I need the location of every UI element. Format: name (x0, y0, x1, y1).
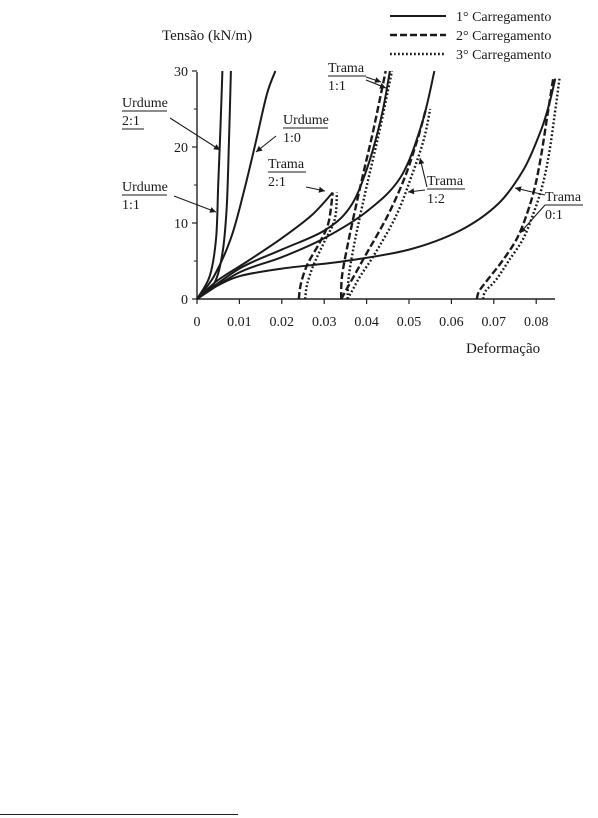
annotation-ratio: 2:1 (122, 114, 140, 129)
series-line-trama-1-2-loading-1 (196, 70, 436, 300)
arrowhead (418, 158, 425, 165)
chart-axes (196, 72, 555, 300)
x-tick-label: 0.01 (227, 315, 252, 330)
annotation-trama-1-1: Trama 1:1 (328, 61, 387, 94)
annotation-label: Urdume (122, 180, 168, 195)
x-tick-label: 0.08 (524, 315, 549, 330)
annotation-urdume-2-1: Urdume 2:1 (122, 96, 221, 151)
series-line-trama-1-1-loading-2 (340, 70, 387, 300)
y-tick-label: 20 (174, 141, 188, 156)
series-line-trama-2-1-loading-2 (297, 192, 334, 300)
annotation-label: Urdume (283, 113, 329, 128)
annotation-ratio: 1:1 (122, 198, 140, 213)
y-ticks: 0 10 20 30 (174, 65, 197, 308)
x-tick-label: 0.07 (482, 315, 507, 330)
annotation-ratio: 2:1 (268, 175, 286, 190)
arrowhead (256, 145, 263, 152)
y-tick-label: 10 (174, 217, 188, 232)
x-tick-label: 0.04 (354, 315, 379, 330)
y-tick-label: 0 (181, 293, 188, 308)
arrowhead (318, 186, 325, 193)
y-axis-title: Tensão (kN/m) (162, 28, 252, 44)
series-line-trama-0-1-loading-2 (475, 78, 555, 300)
arrowhead (213, 144, 220, 150)
arrowhead (520, 226, 527, 233)
arrowhead (379, 83, 386, 89)
annotation-label: Trama (427, 174, 464, 189)
annotation-ratio: 1:1 (328, 79, 346, 94)
annotation-ratio: 1:2 (427, 192, 445, 207)
x-axis-title: Deformação (466, 341, 540, 357)
x-tick-label: 0 (194, 315, 201, 330)
series-line-trama-1-1-loading-1 (196, 70, 391, 300)
annotation-urdume-1-0: Urdume 1:0 (255, 113, 329, 153)
legend-label: 1° Carregamento (456, 10, 551, 25)
x-ticks: 0 0.01 0.02 0.03 0.04 0.05 0.06 0.07 0.08 (194, 299, 549, 330)
annotation-leader (519, 204, 546, 234)
annotation-label: Trama (545, 190, 582, 205)
annotation-trama-0-1: Trama 0:1 (514, 186, 583, 234)
annotation-leader (169, 117, 221, 151)
series-line-urdume-2-1-loading-1 (196, 70, 224, 300)
series-line-trama-0-1-loading-1 (196, 78, 557, 300)
annotation-urdume-1-1: Urdume 1:1 (122, 180, 217, 213)
annotation-trama-2-1: Trama 2:1 (268, 157, 326, 193)
legend-label: 2° Carregamento (456, 29, 551, 44)
series-line-trama-2-1-loading-1 (196, 191, 334, 300)
data-curves (196, 70, 561, 300)
legend: 1° Carregamento 2° Carregamento 3° Carrega… (390, 10, 551, 63)
x-tick-label: 0.06 (439, 315, 464, 330)
annotation-ratio: 0:1 (545, 208, 563, 223)
legend-label: 3° Carregamento (456, 48, 551, 63)
annotation-label: Trama (268, 157, 305, 172)
arrowhead (515, 186, 522, 193)
series-line-trama-1-1-loading-3 (346, 70, 394, 300)
series-line-urdume-1-0-loading-1 (196, 70, 277, 300)
series-line-urdume-1-1-loading-1 (196, 70, 232, 300)
x-tick-label: 0.02 (270, 315, 295, 330)
arrowhead (408, 188, 415, 195)
series-line-trama-2-1-loading-3 (303, 192, 339, 300)
arrowhead (374, 77, 381, 83)
arrowhead (209, 207, 216, 213)
annotation-leader (173, 195, 217, 213)
x-tick-label: 0.03 (312, 315, 337, 330)
annotation-label: Urdume (122, 96, 168, 111)
annotation-label: Trama (328, 61, 365, 76)
annotation-trama-1-2: Trama 1:2 (407, 157, 465, 207)
series-line-trama-1-2-loading-2 (340, 108, 428, 300)
y-tick-label: 30 (174, 65, 188, 80)
footnote-separator (0, 814, 238, 815)
x-tick-label: 0.05 (397, 315, 422, 330)
annotation-ratio: 1:0 (283, 131, 301, 146)
